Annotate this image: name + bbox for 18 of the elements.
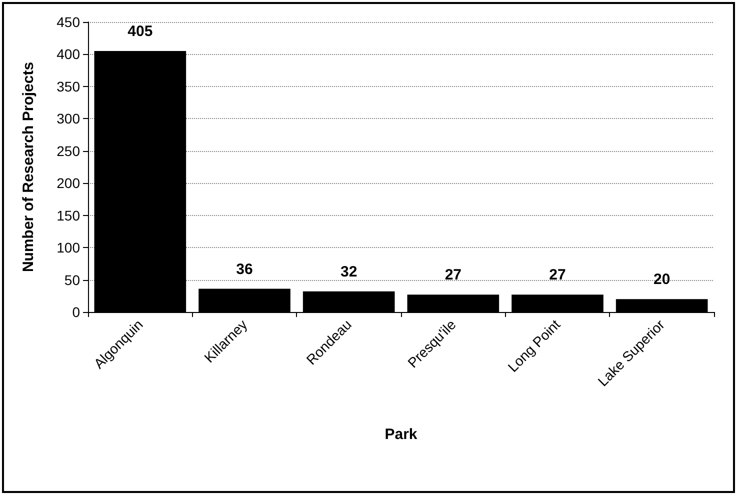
y-tick-label: 150 [56, 207, 80, 224]
y-tick-label: 50 [64, 272, 80, 288]
y-tick-label: 400 [56, 46, 80, 62]
data-label: 27 [549, 266, 566, 284]
data-label: 405 [128, 23, 153, 40]
data-label: 36 [236, 260, 253, 278]
y-axis-title: Number of Research Projects [20, 62, 37, 272]
y-tick-label: 100 [56, 240, 80, 256]
data-label: 27 [444, 266, 462, 284]
y-tick-label: 250 [56, 142, 80, 159]
data-label: 32 [340, 263, 358, 280]
y-tick-label: 200 [56, 175, 80, 192]
y-tick-label: 300 [56, 110, 80, 127]
data-label: 20 [653, 271, 670, 288]
y-tick-label: 0 [72, 304, 80, 320]
y-tick-label: 450 [56, 14, 80, 30]
x-axis-title: Park [384, 426, 418, 443]
y-tick-label: 350 [56, 78, 80, 94]
